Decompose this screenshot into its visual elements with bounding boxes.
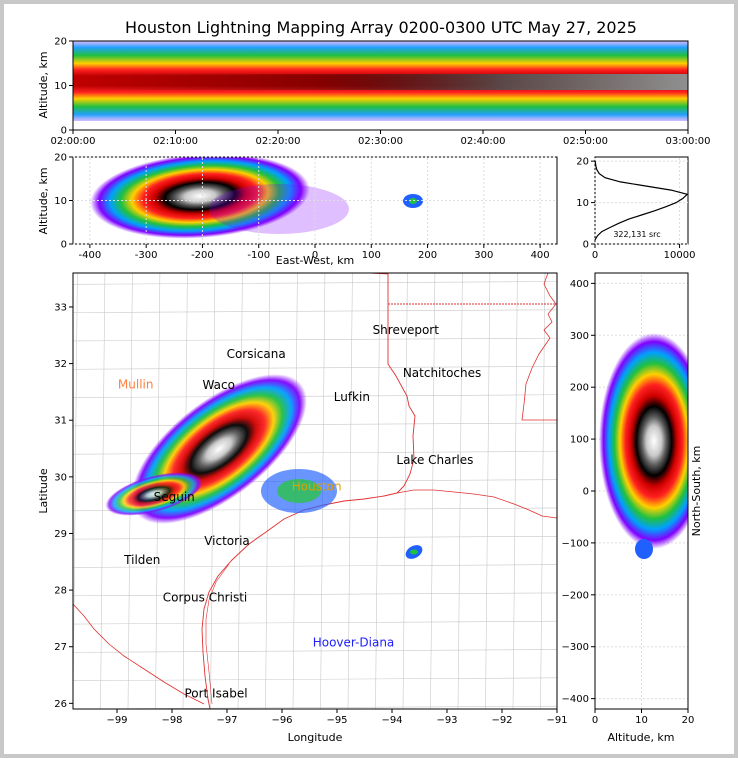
northsouth-tick-label: −400: [562, 694, 589, 705]
northsouth-tick-label: 400: [570, 279, 589, 290]
map-city-label: Lufkin: [334, 390, 370, 404]
storm-complex-plan: [105, 374, 337, 524]
northsouth-tick-label: 300: [570, 331, 589, 342]
time-tick-label: 02:20:00: [256, 136, 301, 147]
time-tick-label: 02:30:00: [358, 136, 403, 147]
eastwest-xlabel: East-West, km: [276, 254, 354, 267]
mexico-border: [73, 603, 205, 705]
latitude-label: Latitude: [37, 468, 50, 514]
map-city-label: Corpus Christi: [163, 590, 248, 604]
altitude-tick-label: 20: [576, 157, 589, 168]
eastwest-tick-label: -200: [191, 250, 214, 261]
altitude-tick-label: 20: [54, 37, 67, 48]
latitude-tick-label: 31: [54, 416, 67, 427]
altitude-time-ylabel: Altitude, km: [37, 51, 50, 118]
map-city-label: Hoover-Diana: [313, 636, 395, 650]
longitude-tick-label: −92: [491, 715, 512, 726]
altitude-histogram-panel: 322,131 src 0 10000 0 10 20: [576, 156, 696, 261]
storm-anvil-ew: [209, 184, 349, 234]
time-tick-label: 02:10:00: [153, 136, 198, 147]
longitude-tick-label: −97: [216, 715, 237, 726]
time-tick-label: 02:00:00: [51, 136, 96, 147]
northsouth-tick-label: 100: [570, 435, 589, 446]
altitude-tick-label: 20: [682, 715, 695, 726]
plan-view-panel: Shreveport Corsicana Mullin Natchitoches Luf…: [37, 272, 568, 744]
mississippi-river-border: [521, 273, 557, 421]
map-city-label: Houston: [292, 479, 342, 493]
longitude-tick-label: −91: [546, 715, 567, 726]
latitude-tick-label: 27: [54, 642, 67, 653]
longitude-tick-label: −99: [106, 715, 127, 726]
louisiana-coast: [396, 489, 557, 519]
altitude-tick-label: 0: [583, 240, 589, 251]
longitude-tick-label: −93: [436, 715, 457, 726]
map-city-label: Shreveport: [373, 323, 440, 337]
altitude-time-panel: 02:00:00 02:10:00 02:20:00 02:30:00 02:40:00…: [37, 37, 710, 148]
eastwest-tick-label: 100: [362, 250, 381, 261]
altitude-tick-label: 10: [54, 196, 67, 207]
longitude-tick-label: −95: [326, 715, 347, 726]
latitude-tick-label: 26: [54, 699, 67, 710]
map-city-label: Port Isabel: [184, 687, 247, 701]
altitude-eastwest-ylabel: Altitude, km: [37, 167, 50, 234]
eastwest-tick-label: -100: [247, 250, 270, 261]
map-city-label: Victoria: [204, 534, 250, 548]
map-city-label: Corsicana: [227, 347, 286, 361]
eastwest-tick-label: 400: [531, 250, 550, 261]
northsouth-altitude-panel: 0 10 20 −400 −300 −200 −100 0 100 200 300 400 Alti…: [562, 272, 703, 744]
gulf-coastline: [201, 492, 398, 709]
northsouth-tick-label: −100: [562, 538, 589, 549]
figure-title: Houston Lightning Mapping Array 0200-030…: [125, 18, 637, 37]
eastwest-tick-label: 300: [474, 250, 493, 261]
source-count-tick-label: 0: [592, 250, 598, 261]
altitude-time-core: [73, 74, 688, 90]
eastwest-tick-label: 200: [418, 250, 437, 261]
northsouth-tick-label: 0: [583, 487, 589, 498]
time-tick-label: 03:00:00: [666, 136, 711, 147]
longitude-label: Longitude: [288, 731, 343, 744]
time-tick-label: 02:50:00: [563, 136, 608, 147]
northsouth-ylabel: North-South, km: [690, 446, 703, 537]
map-city-label: Waco: [203, 378, 235, 392]
storm-core-ns: [599, 333, 688, 549]
map-city-label: Seguin: [154, 490, 195, 504]
figure-frame: Houston Lightning Mapping Array 0200-030…: [4, 4, 734, 754]
northsouth-tick-label: 200: [570, 383, 589, 394]
storm-core-ew: [90, 157, 310, 239]
latitude-tick-label: 32: [54, 359, 67, 370]
altitude-histogram-line: [594, 161, 689, 241]
altitude-tick-label: 10: [635, 715, 648, 726]
eastwest-tick-label: 0: [312, 250, 318, 261]
map-city-label: Lake Charles: [396, 453, 473, 467]
latitude-tick-label: 29: [54, 529, 67, 540]
altitude-tick-label: 20: [54, 153, 67, 164]
latitude-tick-label: 30: [54, 472, 67, 483]
altitude-eastwest-panel: -400 -300 -200 -100 0 100 200 300 400 0 10 20 East…: [37, 153, 558, 267]
longitude-tick-label: −96: [271, 715, 292, 726]
northsouth-tick-label: −300: [562, 642, 589, 653]
source-count-tick-label: 10000: [664, 250, 696, 261]
longitude-tick-label: −94: [381, 715, 402, 726]
northsouth-tick-label: −200: [562, 590, 589, 601]
eastwest-tick-label: -400: [79, 250, 102, 261]
texas-louisiana-border: [387, 273, 416, 494]
altitude-tick-label: 10: [576, 198, 589, 209]
altitude-tick-label: 10: [54, 81, 67, 92]
eastwest-tick-label: -300: [135, 250, 158, 261]
barrier-island: [205, 563, 230, 705]
lma-figure: Houston Lightning Mapping Array 0200-030…: [37, 18, 710, 744]
latitude-tick-label: 33: [54, 302, 67, 313]
source-count-annotation: 322,131 src: [613, 230, 660, 239]
offshore-cell-ns: [635, 539, 653, 559]
longitude-tick-label: −98: [161, 715, 182, 726]
time-tick-label: 02:40:00: [461, 136, 506, 147]
altitude-tick-label: 0: [61, 126, 67, 137]
altitude-tick-label: 0: [61, 240, 67, 251]
map-city-label: Mullin: [118, 378, 154, 392]
map-city-label: Natchitoches: [403, 366, 481, 380]
ns-altitude-xlabel: Altitude, km: [607, 731, 674, 744]
altitude-tick-label: 0: [592, 715, 598, 726]
latitude-tick-label: 28: [54, 586, 67, 597]
map-city-label: Tilden: [123, 553, 160, 567]
